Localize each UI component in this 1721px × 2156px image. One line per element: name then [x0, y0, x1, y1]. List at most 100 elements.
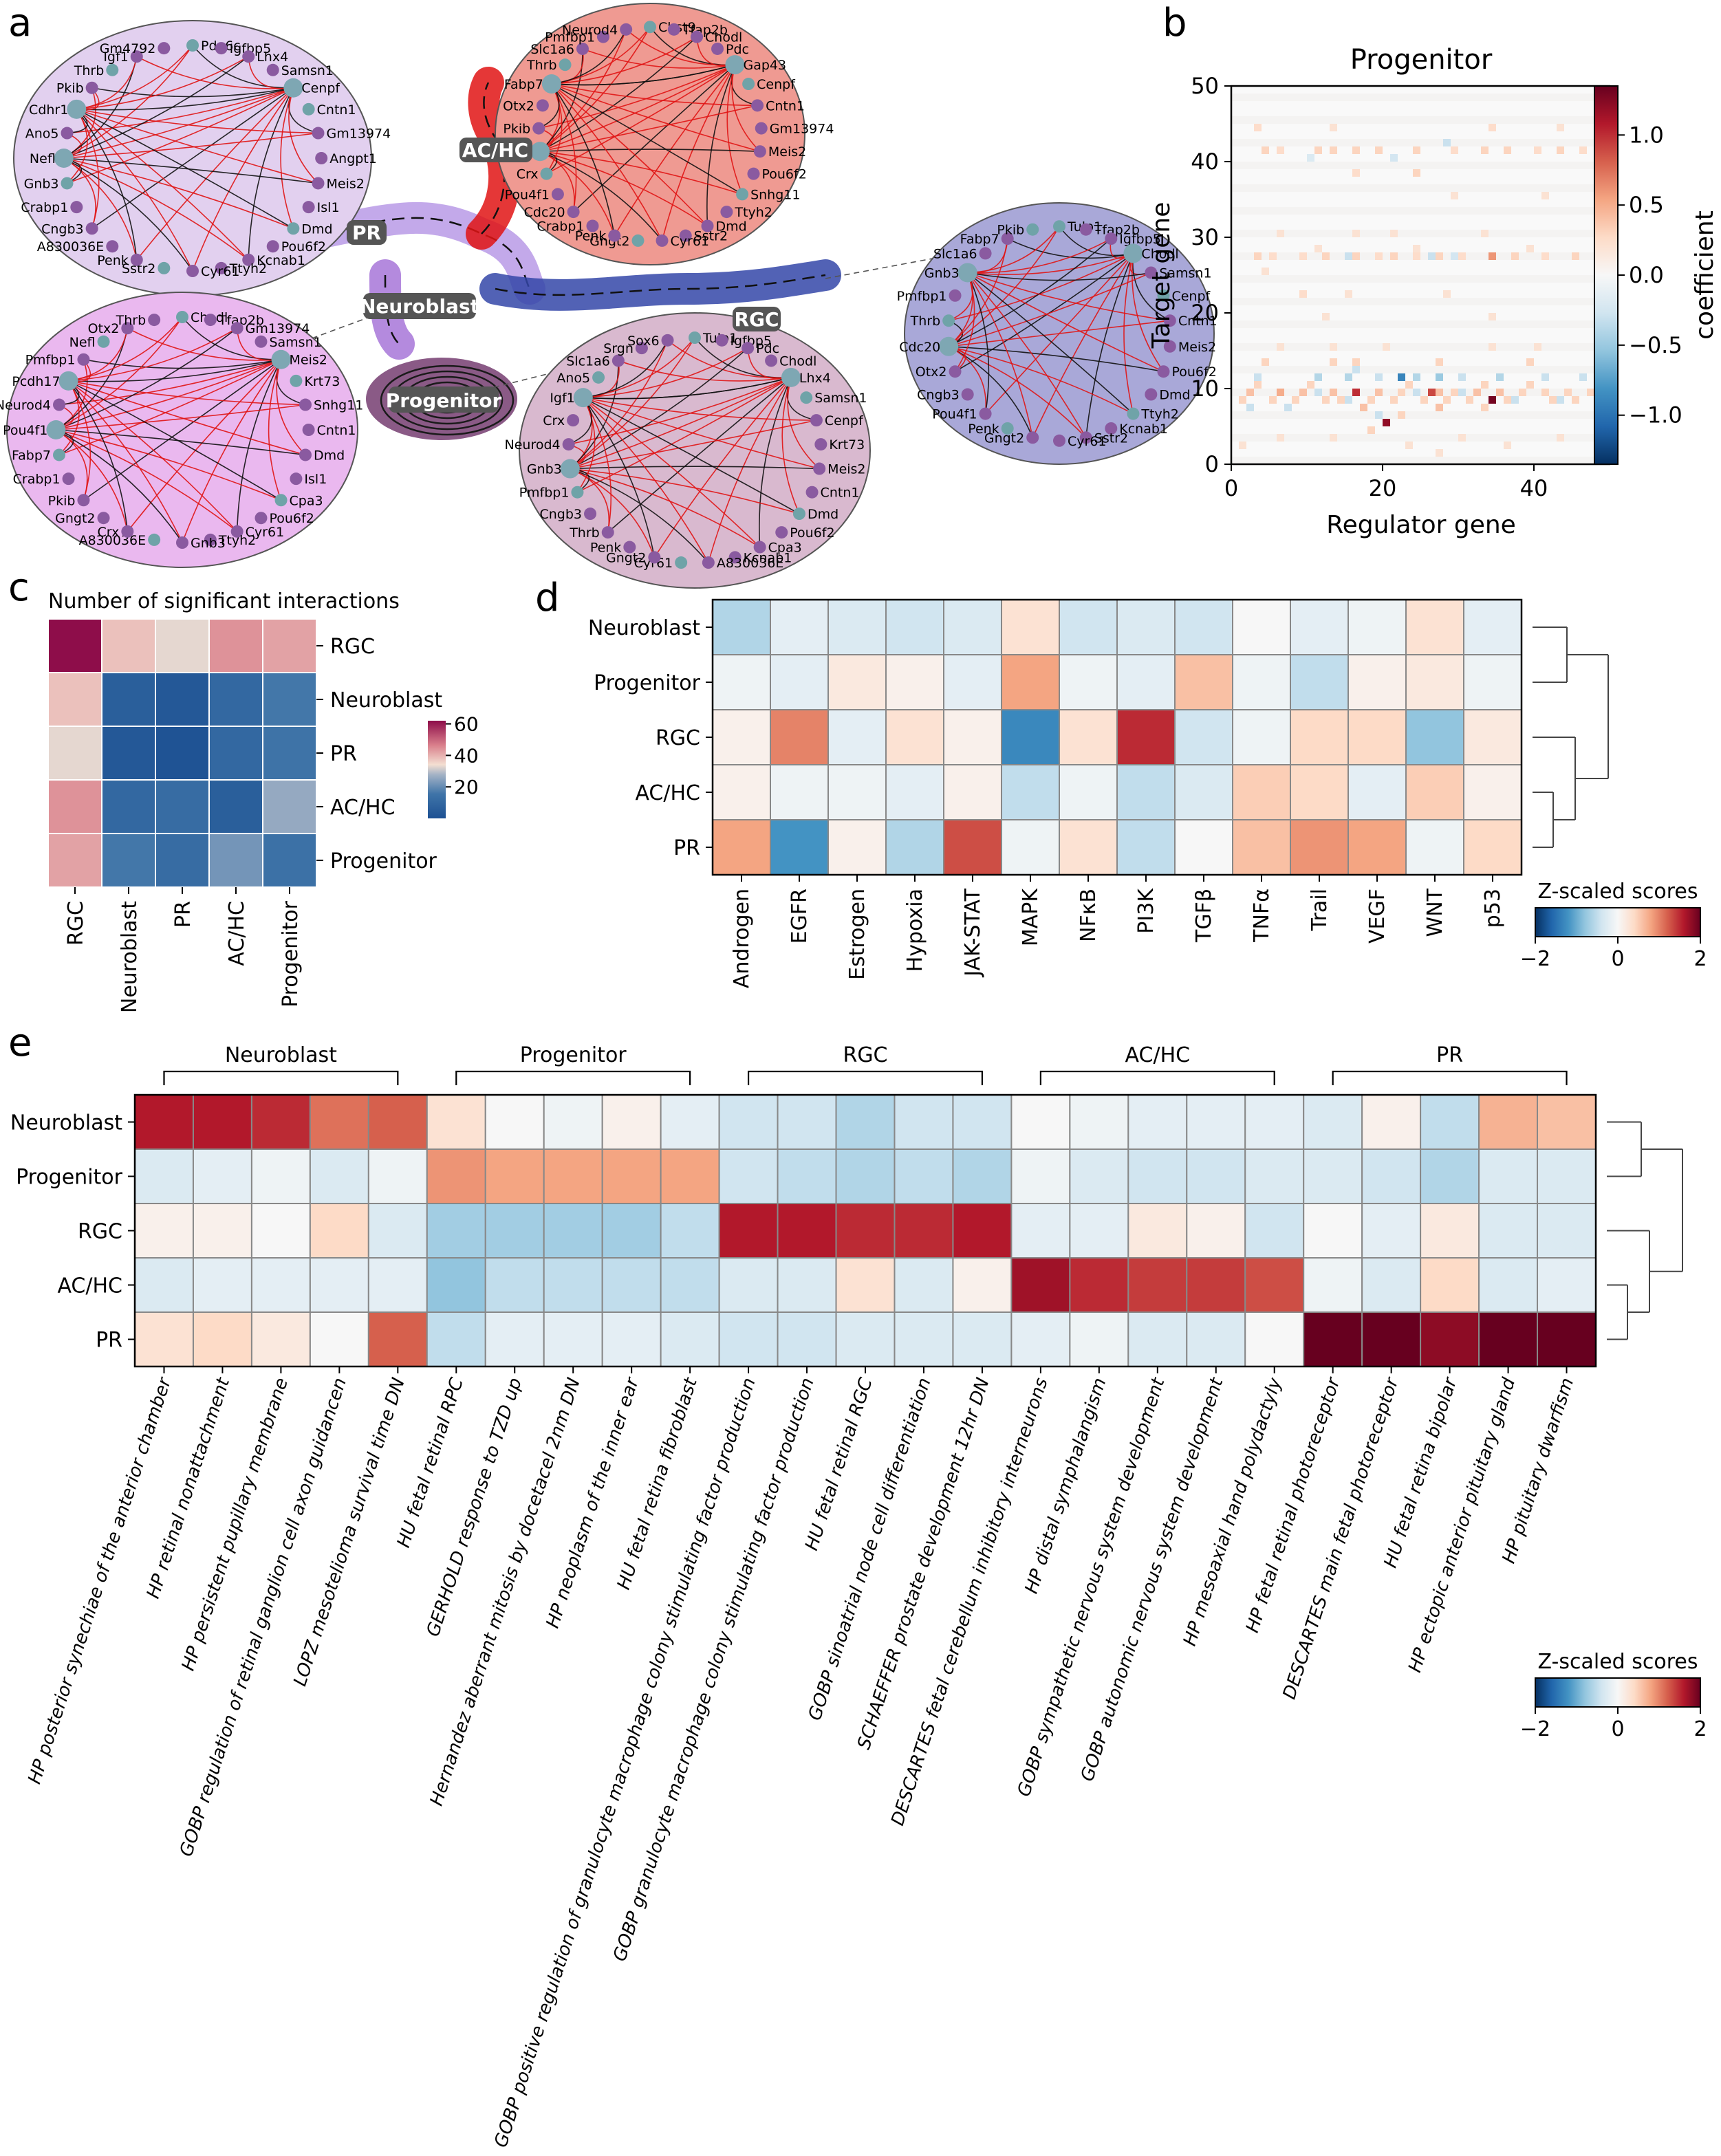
heatmap-cell	[1269, 396, 1277, 404]
gene-node	[299, 448, 312, 461]
gene-label: Tfap2b	[218, 313, 264, 328]
network-edge	[68, 380, 306, 406]
heatmap-cell	[885, 599, 944, 655]
column-label: HP ectopic anterior pituitary gland	[1405, 1375, 1519, 1675]
heatmap-cell	[1277, 146, 1284, 154]
panel-c-cells	[47, 618, 317, 888]
gene-node	[576, 42, 589, 55]
gene-label: Pou6f2	[790, 525, 834, 541]
column-label: NFκB	[1076, 889, 1101, 942]
gene-label: Pkib	[48, 493, 76, 508]
gene-label: Isl1	[304, 472, 327, 487]
heatmap-row-background	[1231, 305, 1610, 313]
heatmap-cell	[1069, 1094, 1129, 1150]
heatmap-row-background	[1231, 426, 1610, 434]
gene-label: Cyr61	[671, 234, 710, 249]
panel-b-heatmap: Progenitor 0 20 40 0 10 20 30 40 50 Regulator ge…	[1147, 44, 1719, 539]
column-label: Estrogen	[845, 889, 869, 980]
heatmap-cell	[1352, 169, 1360, 177]
trajectory-stream	[301, 67, 841, 440]
heatmap-cell	[1001, 819, 1060, 875]
gene-label: Pcdh17	[12, 374, 60, 389]
heatmap-cell	[1405, 764, 1464, 820]
network-edge	[583, 347, 748, 398]
heatmap-cell	[367, 1311, 428, 1367]
state-label-progenitor: Progenitor	[386, 389, 502, 412]
heatmap-cell	[718, 1148, 779, 1204]
gene-node	[620, 23, 633, 36]
gene-node	[661, 334, 674, 347]
gene-node	[67, 99, 87, 119]
column-label: RGC	[64, 901, 88, 946]
gene-node	[255, 335, 268, 348]
network-edge	[726, 64, 743, 195]
heatmap-cell	[1398, 389, 1405, 396]
heatmap-cell	[1405, 599, 1464, 655]
gene-label: Igfbp5	[730, 334, 772, 349]
gene-label: Cngb3	[540, 507, 583, 522]
heatmap-cell	[1541, 373, 1549, 381]
gene-label: Pou6f2	[761, 167, 806, 182]
group-label: PR	[1436, 1043, 1463, 1067]
heatmap-cell	[309, 1311, 369, 1367]
heatmap-cell	[770, 819, 829, 875]
gene-label: A830036E	[37, 239, 105, 254]
heatmap-cell	[1405, 381, 1413, 389]
gene-label: Cyr61	[246, 525, 285, 540]
gene-label: Pmfbp1	[545, 30, 595, 45]
heatmap-cell	[885, 709, 944, 765]
heatmap-cell	[1537, 1094, 1597, 1150]
heatmap-cell	[208, 779, 263, 834]
heatmap-cell	[712, 709, 771, 765]
network-edge	[67, 87, 294, 134]
gene-node	[810, 414, 823, 427]
panel-b-ylabel: Target gene	[1147, 202, 1176, 349]
heatmap-cell	[827, 654, 887, 710]
gene-label: Chodl	[1141, 246, 1178, 261]
panel-d-colorbar-ticks: −2 0 2	[1520, 937, 1707, 971]
gene-label: Slc1a6	[566, 353, 610, 369]
gene-node	[592, 371, 605, 384]
heatmap-cell	[1405, 442, 1413, 449]
heatmap-cell	[1587, 389, 1594, 396]
heatmap-cell	[1262, 358, 1269, 366]
gene-label: Ano5	[556, 371, 590, 386]
heatmap-cell	[1478, 1203, 1539, 1259]
heatmap-cell	[47, 618, 102, 673]
heatmap-cell	[1299, 290, 1307, 298]
gene-node	[701, 219, 714, 232]
network-edge	[56, 429, 238, 532]
gene-node	[302, 201, 315, 214]
heatmap-cell	[1069, 1311, 1129, 1367]
heatmap-row-background	[1231, 101, 1610, 109]
heatmap-cell	[1347, 764, 1407, 820]
colorbar-tick-label: −2	[1520, 1717, 1550, 1741]
gene-node	[711, 42, 724, 55]
heatmap-cell	[1537, 1311, 1597, 1367]
gene-node	[747, 167, 760, 180]
network-edge	[667, 340, 791, 379]
heatmap-cell	[1537, 1203, 1597, 1259]
heatmap-cell	[601, 1203, 662, 1259]
group-label: Progenitor	[520, 1043, 627, 1067]
heatmap-cell	[155, 726, 210, 781]
heatmap-cell	[1314, 146, 1322, 154]
gene-node	[215, 261, 228, 274]
gene-node	[130, 50, 143, 63]
gene-label: Sstr2	[122, 261, 155, 276]
column-label: JAK-STAT	[961, 888, 985, 977]
gene-node	[1105, 422, 1118, 435]
heatmap-cell	[943, 709, 1002, 765]
heatmap-cell	[309, 1094, 369, 1150]
panel-c-labels: RGC Neuroblast PR AC/HC Progenitor RGC Neurobl…	[64, 635, 442, 1013]
heatmap-cell	[309, 1148, 369, 1204]
heatmap-cell	[943, 599, 1002, 655]
network-edge	[551, 83, 663, 241]
heatmap-row-background	[1231, 290, 1610, 298]
gene-node	[148, 314, 161, 327]
heatmap-cell	[1345, 396, 1352, 404]
network-edge	[68, 380, 238, 532]
gene-node	[532, 122, 545, 135]
network-edge	[948, 346, 1033, 438]
network-edge	[583, 397, 820, 470]
